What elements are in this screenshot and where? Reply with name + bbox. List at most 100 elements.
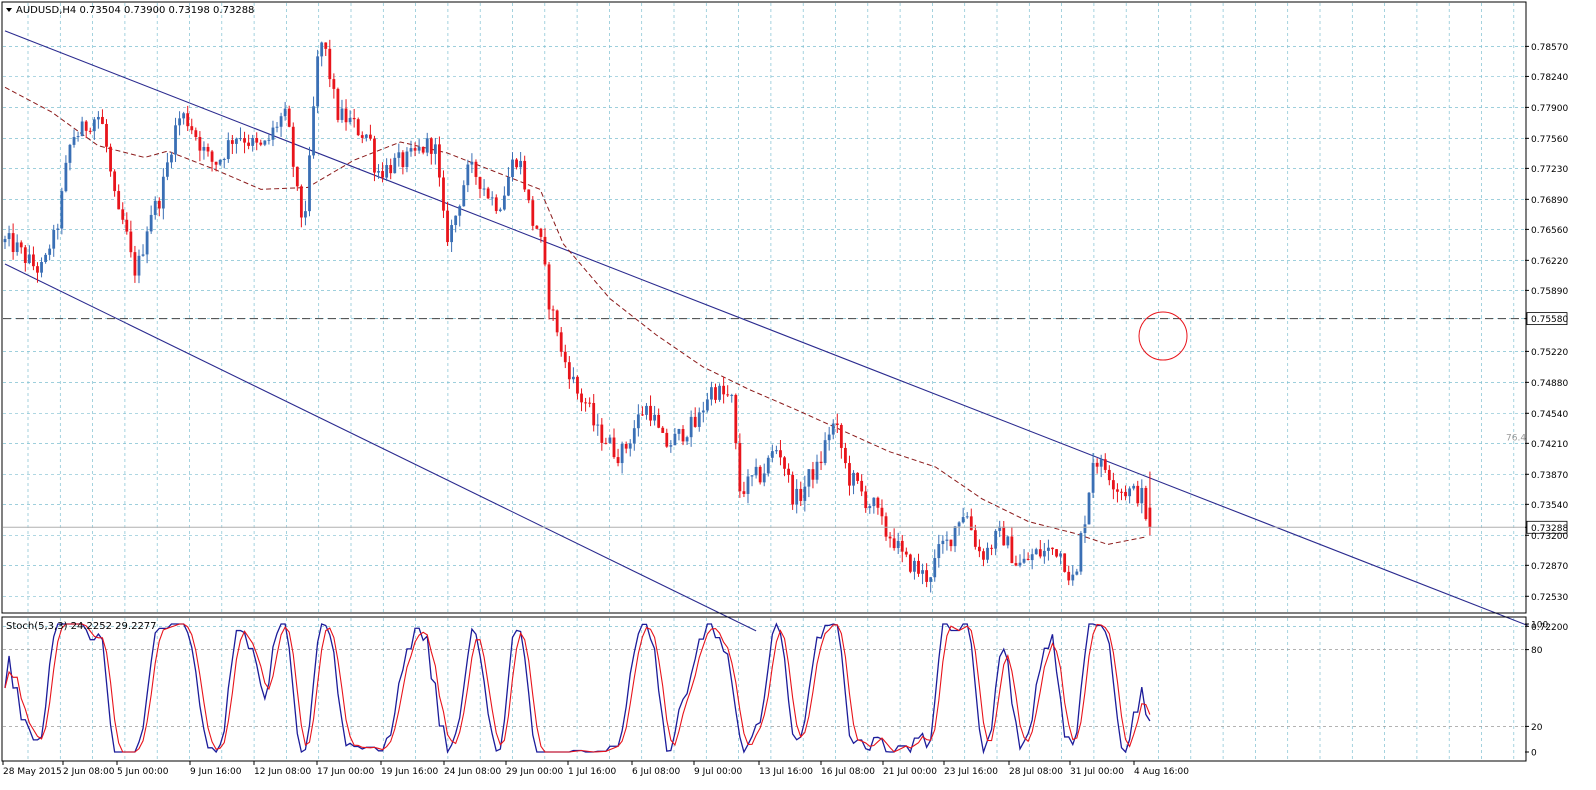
candle-body <box>811 469 815 480</box>
candle-body <box>182 113 186 119</box>
candle-body <box>125 219 129 232</box>
candle-body <box>933 558 937 578</box>
candle-body <box>904 551 908 555</box>
stoch-tick-label: 80 <box>1531 646 1543 656</box>
x-tick-label: 6 Jul 08:00 <box>632 767 681 777</box>
candle-body <box>1018 562 1022 566</box>
highlight-circle <box>1138 311 1188 361</box>
candle-body <box>129 231 133 253</box>
candle-body <box>352 117 356 120</box>
candle-body <box>251 138 255 146</box>
candle-body <box>969 516 973 531</box>
candle-body <box>762 473 766 483</box>
y-tick-label: 0.72200 <box>1531 623 1568 633</box>
candle-body <box>1128 488 1132 497</box>
candle-body <box>446 210 449 243</box>
candle-body <box>563 351 567 363</box>
candle-body <box>986 547 989 560</box>
main-price-panel: 76.4 <box>3 30 1528 632</box>
channel-lower-line[interactable] <box>4 263 757 632</box>
candle-body <box>117 191 121 210</box>
candle-body <box>153 200 157 215</box>
candle-body <box>15 242 19 253</box>
x-tick-label: 13 Jul 16:00 <box>759 767 813 777</box>
candle-body <box>519 160 523 168</box>
candle-body <box>831 423 835 435</box>
candle-body <box>661 427 665 433</box>
candle-body <box>466 164 470 186</box>
candle-body <box>937 544 941 559</box>
candle-body <box>1071 574 1075 581</box>
channel-upper-line[interactable] <box>4 30 1528 626</box>
candle-body <box>547 264 551 310</box>
y-tick-label: 0.73200 <box>1531 532 1568 542</box>
candle-body <box>775 450 778 452</box>
candle-body <box>819 461 823 464</box>
candle-body <box>515 159 518 168</box>
candle-body <box>880 507 884 517</box>
dropdown-triangle-icon[interactable] <box>6 8 12 12</box>
candle-body <box>693 416 697 427</box>
candle-body <box>616 457 620 464</box>
y-tick-label: 0.73540 <box>1531 501 1568 511</box>
candle-body <box>945 539 949 541</box>
candle-body <box>1010 536 1014 564</box>
candle-body <box>348 117 352 123</box>
candle-body <box>279 116 283 127</box>
candle-body <box>730 394 734 396</box>
y-tick-label: 0.77230 <box>1531 165 1568 175</box>
candle-body <box>105 123 108 147</box>
candle-body <box>369 134 372 139</box>
candle-body <box>701 410 705 413</box>
candle-body <box>364 134 368 138</box>
candle-body <box>705 399 709 411</box>
candle-body <box>823 440 827 464</box>
candle-body <box>1116 489 1119 492</box>
candle-body <box>673 433 677 446</box>
candle-body <box>620 443 624 464</box>
candle-body <box>161 176 165 209</box>
y-tick-label: 0.72870 <box>1531 562 1568 572</box>
candle-body <box>385 165 389 178</box>
candle-body <box>3 239 7 243</box>
candle-body <box>381 171 384 178</box>
candle-body <box>900 540 904 552</box>
candle-body <box>324 42 328 49</box>
candle-body <box>592 402 596 426</box>
candle-body <box>624 443 628 449</box>
candle-body <box>535 225 539 229</box>
candle-body <box>941 540 945 545</box>
price-tag <box>1526 312 1568 326</box>
candle-body <box>1111 480 1115 490</box>
y-tick-label: 0.73870 <box>1531 471 1568 481</box>
candle-body <box>166 162 169 177</box>
candle-body <box>641 414 644 416</box>
candle-body <box>393 157 397 174</box>
candle-body <box>872 497 876 507</box>
candle-body <box>308 155 311 212</box>
candle-body <box>80 121 84 137</box>
candle-body <box>1063 553 1067 572</box>
candle-body <box>856 472 859 481</box>
candle-body <box>230 140 234 144</box>
candle-body <box>267 139 271 141</box>
candle-body <box>344 108 348 123</box>
candle-body <box>377 171 380 173</box>
candle-body <box>60 191 64 229</box>
y-tick-label: 0.74210 <box>1531 440 1568 450</box>
candle-body <box>734 394 738 444</box>
stoch-panel-frame <box>1 616 1527 762</box>
y-tick-label: 0.78240 <box>1531 73 1568 83</box>
candle-body <box>40 261 43 273</box>
candle-body <box>421 146 425 153</box>
candle-body <box>949 539 953 547</box>
stoch-grid <box>3 618 1525 760</box>
candle-body <box>770 451 774 458</box>
candle-body <box>397 152 401 158</box>
candle-body <box>787 468 790 475</box>
candle-body <box>645 405 648 415</box>
candle-body <box>718 385 721 400</box>
x-tick-label: 12 Jun 08:00 <box>254 767 311 777</box>
x-tick-label: 28 Jul 08:00 <box>1009 767 1063 777</box>
